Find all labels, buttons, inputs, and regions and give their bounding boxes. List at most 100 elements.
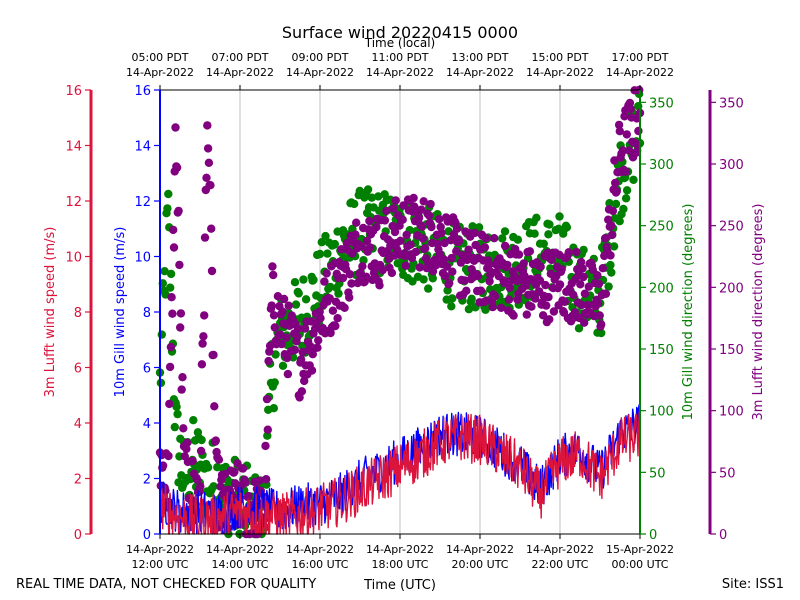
dir-point [490, 292, 500, 301]
dir-point [270, 378, 279, 387]
dir-point [452, 247, 461, 256]
dir-point [618, 146, 628, 155]
bottom-tick-label: 14-Apr-2022 [446, 543, 514, 556]
dir-point [323, 249, 332, 258]
dir-point [166, 269, 176, 279]
dir-point [325, 294, 334, 303]
dir-point [607, 230, 617, 240]
dir-point [269, 404, 278, 413]
axis-tick-label: 200 [649, 281, 674, 296]
lufft-speed-axis-label: 3m Lufft wind speed (m/s) [43, 227, 58, 398]
dir-point [204, 158, 214, 167]
dir-point [168, 309, 177, 318]
axis-tick-label: 16 [65, 84, 82, 99]
dir-point [160, 267, 169, 276]
dir-point [301, 295, 311, 304]
dir-point [452, 224, 462, 233]
dir-point [441, 271, 450, 281]
dir-point [594, 279, 604, 289]
dir-point [622, 186, 632, 195]
dir-point [480, 243, 490, 252]
dir-point [291, 300, 301, 309]
axis-tick-label: 2 [74, 473, 82, 488]
axis-tick-label: 0 [719, 528, 727, 543]
bottom-tick-label: 14-Apr-2022 [126, 543, 194, 556]
dir-point [290, 345, 300, 355]
dir-point [634, 126, 643, 136]
dir-point [399, 201, 408, 210]
dir-point [182, 444, 191, 454]
dir-point [199, 332, 208, 341]
dir-point [545, 220, 554, 229]
axis-tick-label: 250 [649, 220, 674, 235]
axis-tick-label: 300 [649, 158, 674, 173]
dir-point [606, 260, 615, 270]
dir-point [615, 217, 624, 226]
dir-point [169, 243, 179, 252]
site-label: Site: ISS1 [722, 577, 784, 592]
dir-point [255, 476, 264, 485]
dir-point [424, 284, 433, 293]
dir-point [421, 244, 430, 253]
dir-point [207, 224, 216, 233]
dir-point [545, 315, 554, 324]
dir-point [334, 289, 343, 298]
dir-point [263, 425, 272, 434]
dir-point [269, 311, 279, 320]
dir-point [362, 272, 371, 281]
dir-point [203, 463, 213, 472]
dir-point [503, 260, 512, 270]
dir-point [500, 241, 510, 251]
axis-tick-label: 4 [143, 417, 151, 432]
dir-point [522, 310, 531, 319]
dir-point [340, 303, 349, 312]
dir-point [428, 274, 437, 283]
dir-point [417, 205, 426, 214]
dir-point [313, 343, 322, 352]
dir-point [271, 350, 280, 359]
dir-point [367, 193, 376, 202]
dir-point [172, 402, 181, 411]
dir-point [294, 289, 303, 298]
bottom-tick-label: 14-Apr-2022 [206, 543, 274, 556]
dir-point [462, 286, 471, 295]
dir-point [347, 279, 356, 288]
dir-point [296, 355, 306, 364]
chart-title: Surface wind 20220415 0000 [282, 23, 518, 42]
dir-point [352, 218, 361, 227]
dir-point [564, 248, 573, 257]
dir-point [542, 301, 551, 310]
dir-point [328, 306, 338, 315]
dir-point [473, 271, 483, 281]
axis-layer: 14-Apr-2022 12:00 UTC 14-Apr-2022 14:00 UTC… [65, 51, 743, 571]
dir-point [263, 431, 272, 440]
axis-tick-label: 0 [74, 528, 82, 543]
dir-point [345, 270, 355, 279]
dir-point [418, 234, 428, 243]
dir-point [382, 206, 391, 216]
dir-point [176, 309, 186, 318]
dir-point [611, 199, 621, 209]
dir-point [390, 227, 400, 237]
dir-point [206, 181, 215, 190]
dir-point [448, 267, 457, 276]
dir-point [365, 243, 375, 252]
dir-point [211, 436, 220, 445]
dir-point [172, 163, 182, 172]
dir-point [531, 294, 540, 303]
dir-point [579, 245, 588, 255]
dir-point [608, 206, 618, 216]
dir-point [307, 366, 317, 375]
dir-point [504, 295, 514, 304]
dir-point [270, 323, 279, 332]
axis-tick-label: 8 [74, 306, 82, 321]
dir-point [409, 193, 418, 203]
top-tick-label: 14-Apr-2022 [606, 66, 674, 79]
dir-point [268, 262, 277, 271]
top-tick-label: 09:00 PDT [291, 51, 348, 64]
dir-point [193, 475, 202, 484]
dir-point [578, 264, 587, 273]
dir-point [278, 307, 287, 316]
dir-point [282, 333, 291, 342]
